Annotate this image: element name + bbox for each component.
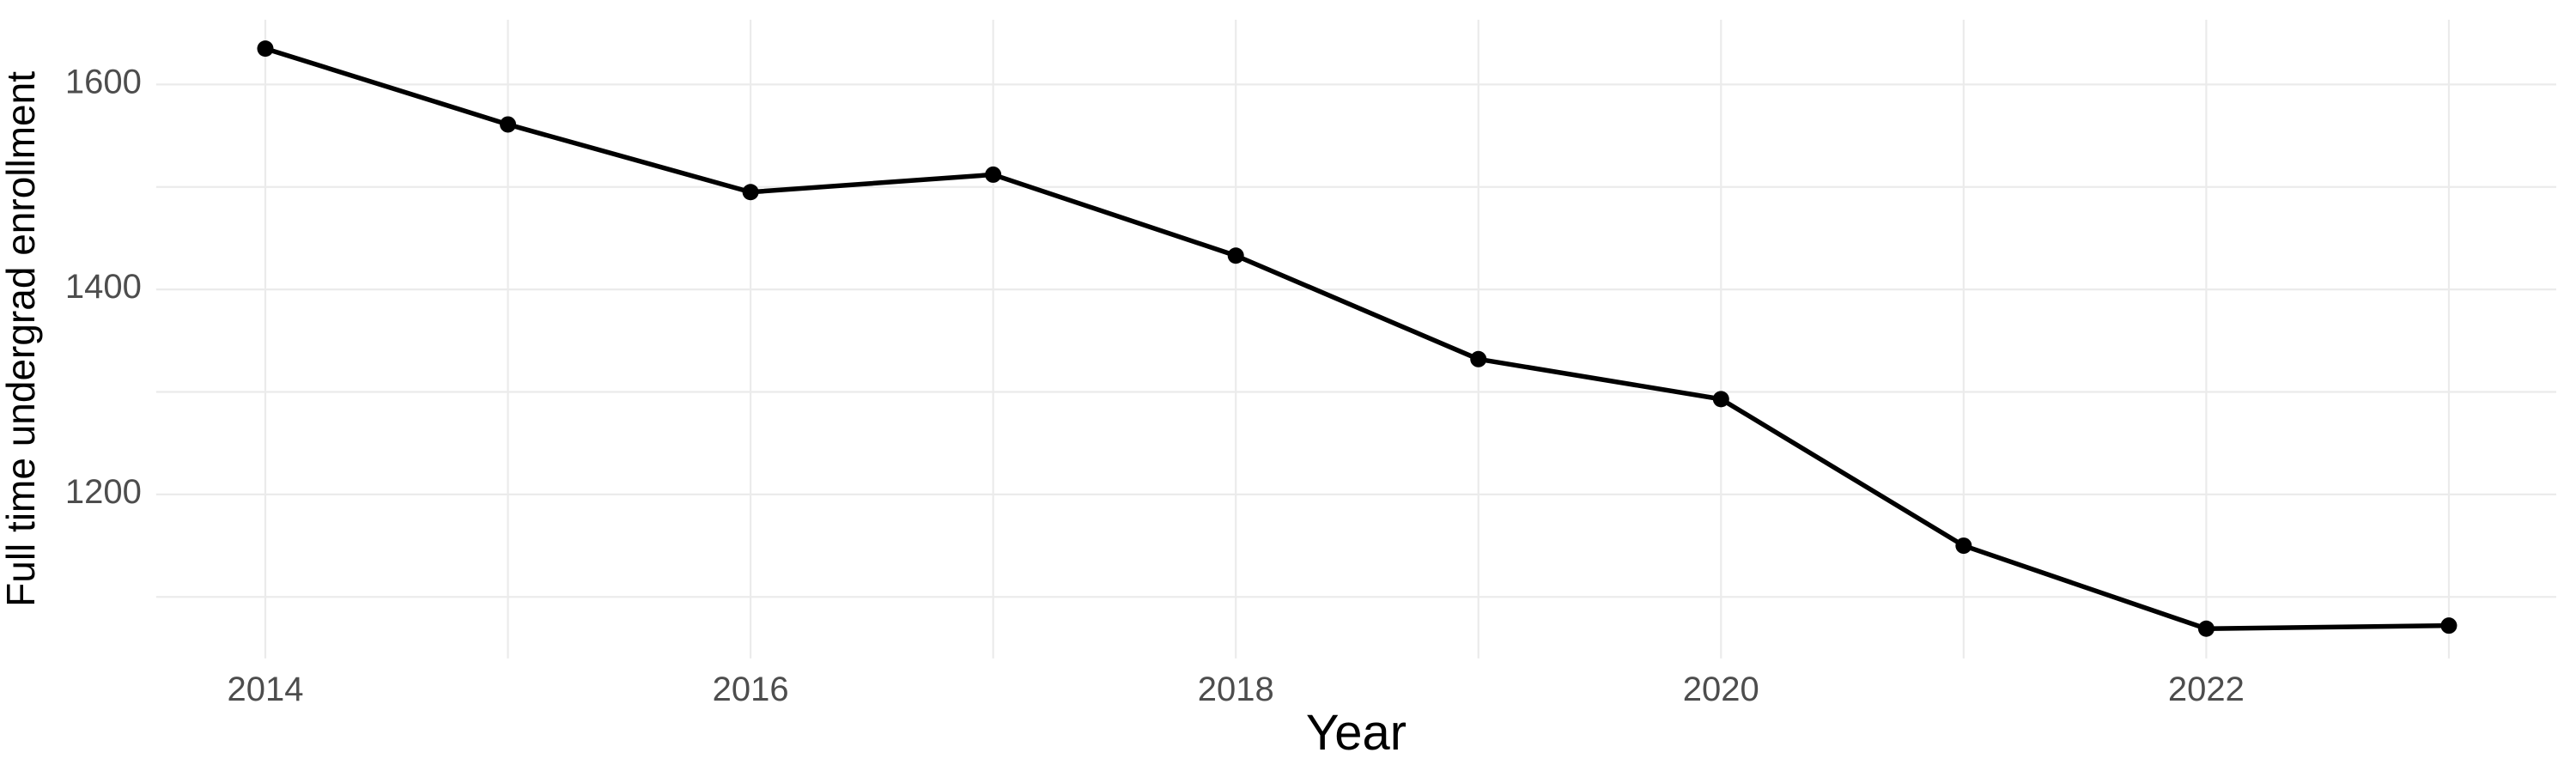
svg-text:1600: 1600 <box>65 63 142 100</box>
svg-text:2014: 2014 <box>228 671 304 708</box>
svg-text:2022: 2022 <box>2168 671 2245 708</box>
svg-text:1400: 1400 <box>65 268 142 306</box>
svg-text:Full time undergrad enrollment: Full time undergrad enrollment <box>0 71 43 607</box>
svg-text:2018: 2018 <box>1198 671 1274 708</box>
svg-text:1200: 1200 <box>65 473 142 511</box>
svg-text:Year: Year <box>1306 705 1406 761</box>
svg-text:2016: 2016 <box>713 671 789 708</box>
svg-text:2020: 2020 <box>1683 671 1759 708</box>
